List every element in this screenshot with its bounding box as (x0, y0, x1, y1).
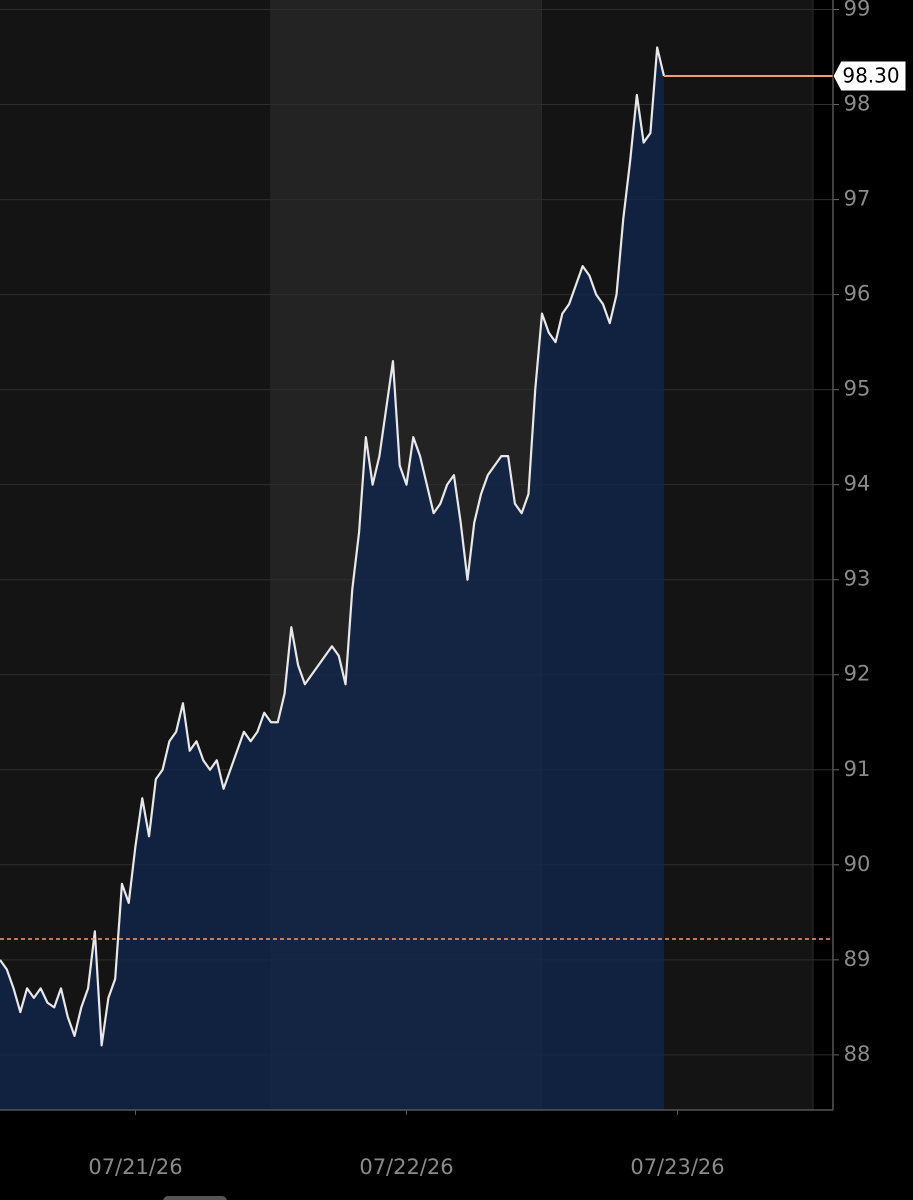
last-value-label: 98.30 (842, 64, 899, 88)
y-tick-label: 94 (844, 472, 871, 496)
y-tick-label: 88 (844, 1042, 871, 1066)
y-tick-label: 95 (844, 377, 871, 401)
y-tick-label: 96 (844, 282, 871, 306)
y-tick-label: 89 (844, 947, 871, 971)
price-line (0, 46, 666, 1047)
price-area (0, 47, 664, 1110)
last-value-box (832, 60, 907, 92)
scroll-indicator (163, 1196, 227, 1200)
y-tick-label: 97 (844, 187, 871, 211)
x-tick-label: 07/23/26 (630, 1155, 724, 1179)
y-tick-label: 91 (844, 757, 871, 781)
axis-gutter (833, 0, 913, 1200)
y-tick-label: 98 (844, 92, 871, 116)
x-tick-label: 07/22/26 (359, 1155, 453, 1179)
x-tick-label: 07/21/26 (88, 1155, 182, 1179)
y-tick-label: 93 (844, 567, 871, 591)
y-tick-label: 99 (844, 0, 871, 21)
y-tick-label: 90 (844, 852, 871, 876)
y-tick-label: 92 (844, 662, 871, 686)
